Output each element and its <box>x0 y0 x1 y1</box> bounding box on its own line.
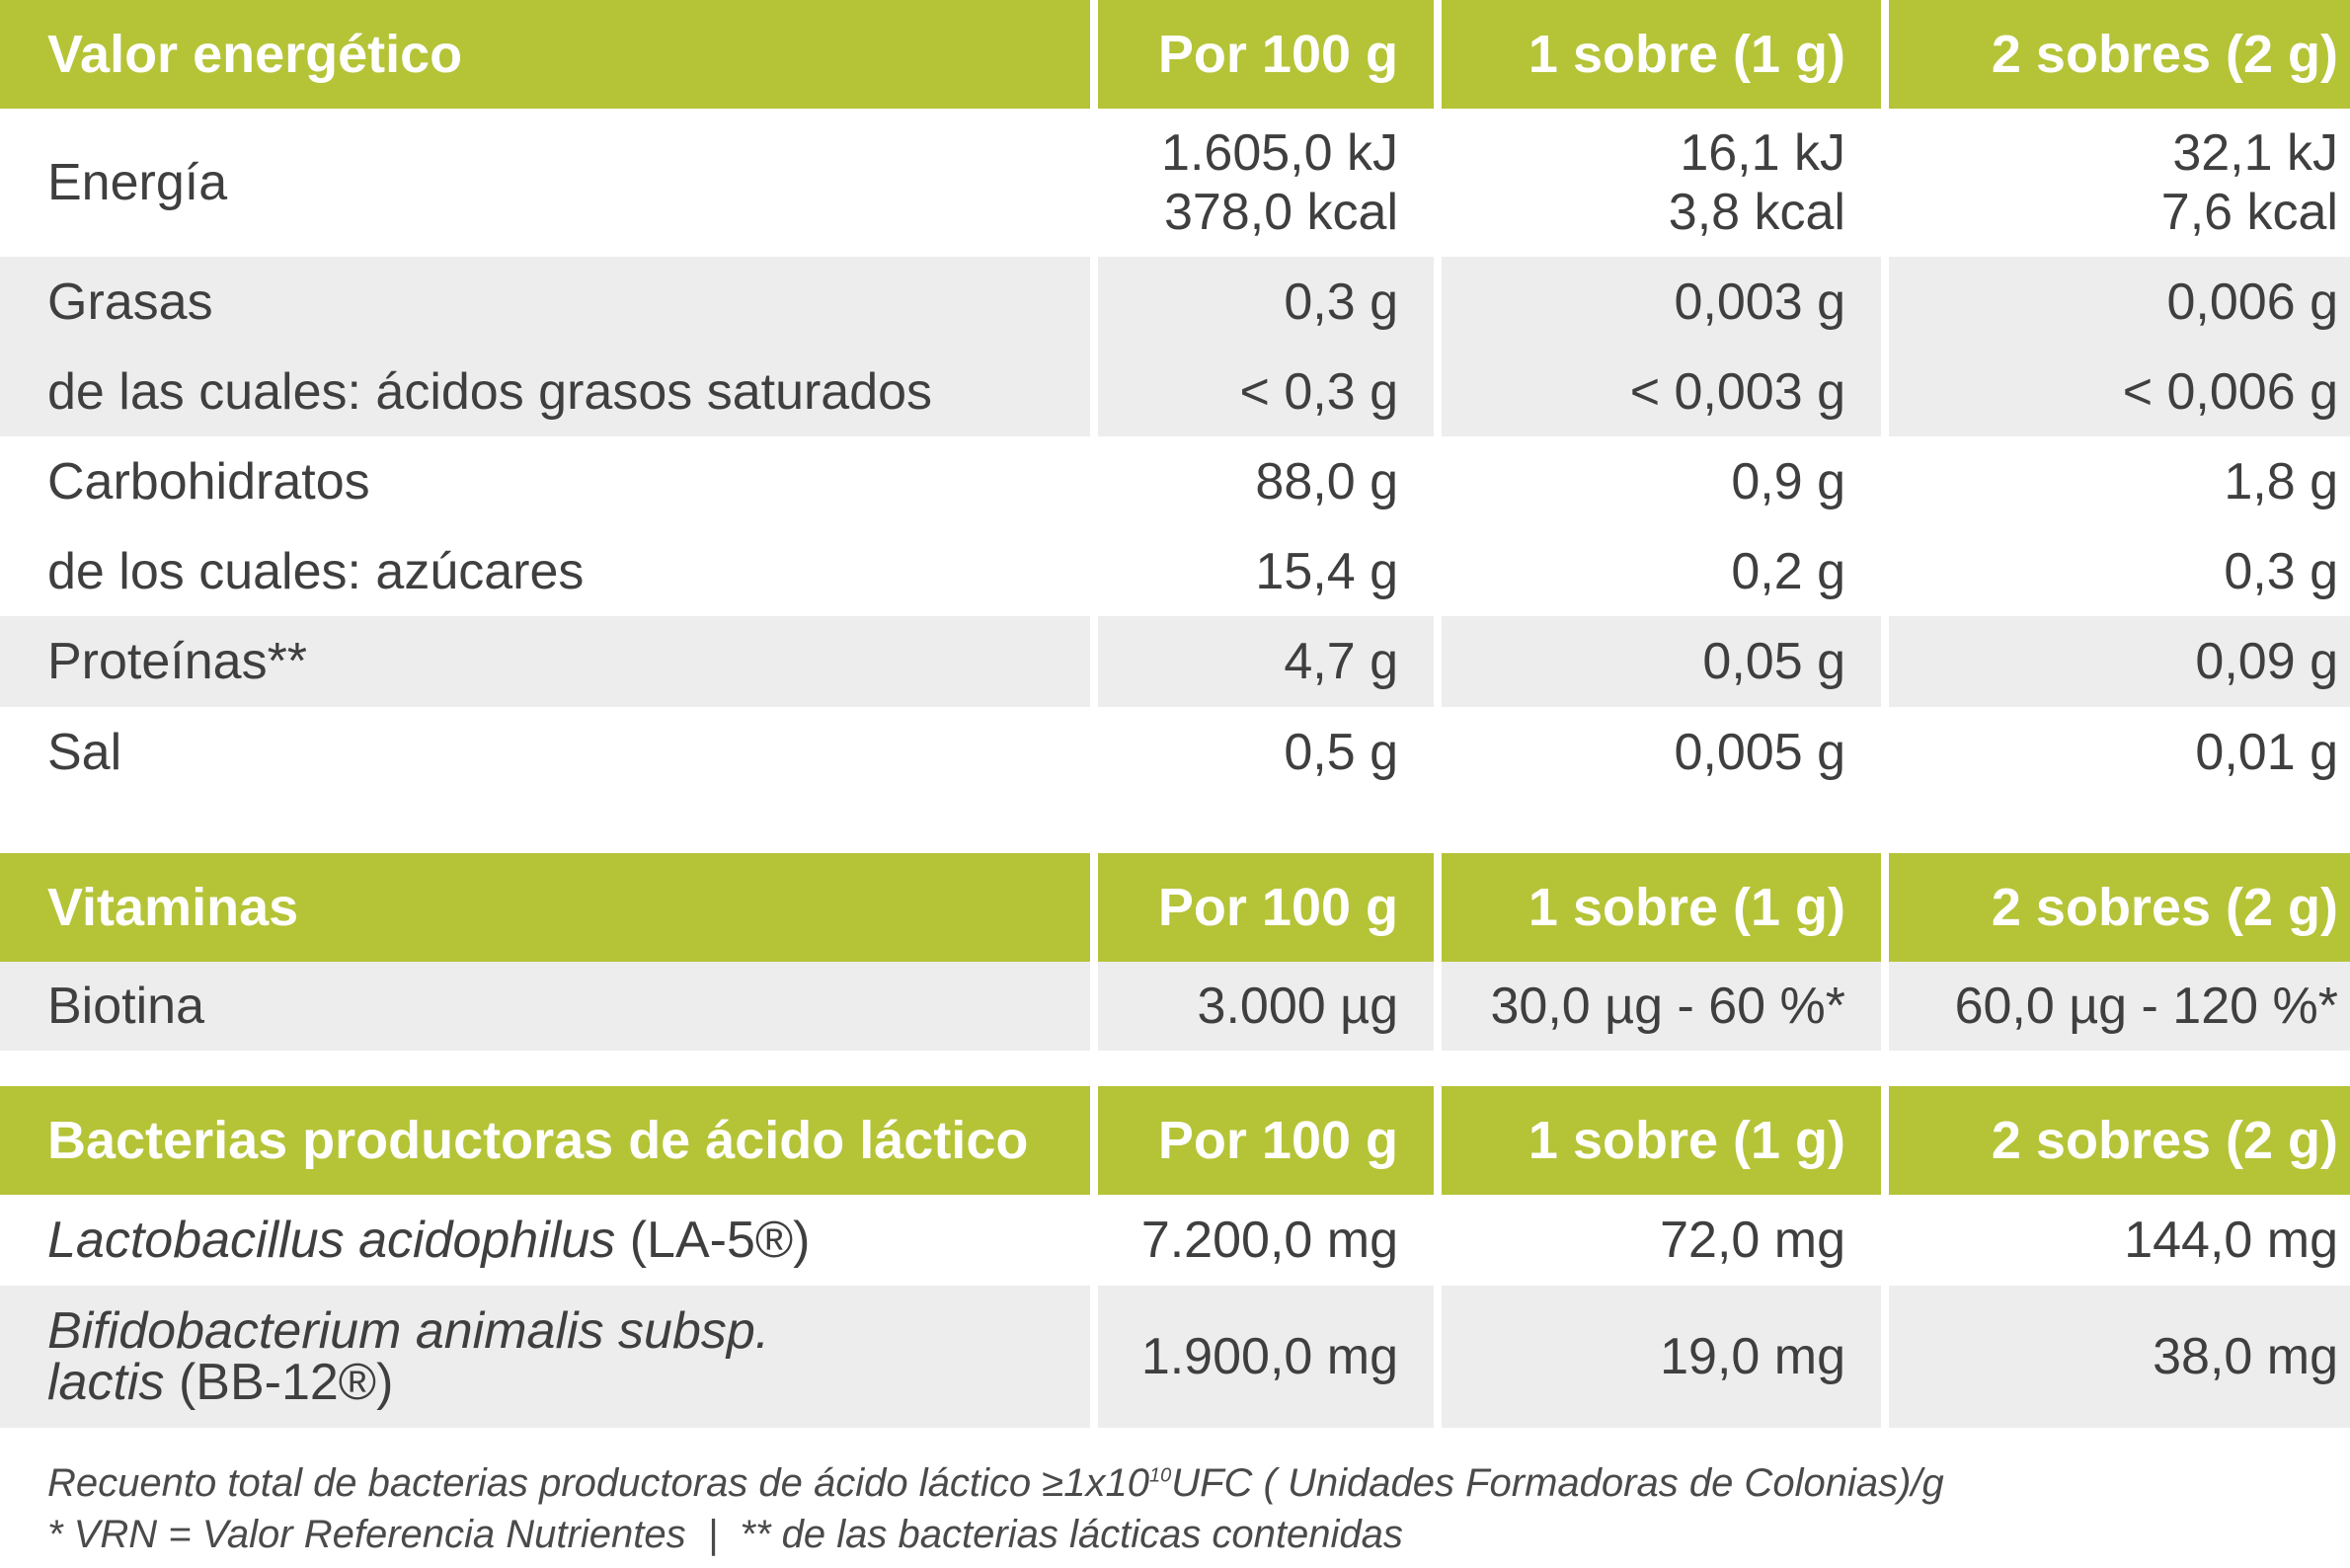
row-value: 38,0 mg <box>1889 1286 2350 1428</box>
row-value: 0,5 g <box>1098 707 1434 798</box>
row-value: 60,0 µg - 120 %* <box>1889 962 2350 1051</box>
row-value: 0,09 g <box>1889 616 2350 707</box>
energy-header-col1: Por 100 g <box>1098 0 1434 109</box>
row-value: 4,7 g <box>1098 616 1434 707</box>
vitamins-table: Vitaminas Por 100 g 1 sobre (1 g) 2 sobr… <box>0 853 2350 1051</box>
row-value: 0,003 g < 0,003 g <box>1442 257 1881 436</box>
row-value: 0,006 g < 0,006 g <box>1889 257 2350 436</box>
table-row: Sal 0,5 g 0,005 g 0,01 g <box>0 707 2350 798</box>
row-value: 1,8 g 0,3 g <box>1889 436 2350 616</box>
row-label: Carbohidratos de los cuales: azúcares <box>0 436 1090 616</box>
row-value: 1.900,0 mg <box>1098 1286 1434 1428</box>
row-value: 1.605,0 kJ 378,0 kcal <box>1098 109 1434 257</box>
energy-table: Valor energético Por 100 g 1 sobre (1 g)… <box>0 0 2350 798</box>
table-row: Lactobacillus acidophilus (LA-5®) 7.200,… <box>0 1195 2350 1286</box>
energy-header-col3: 2 sobres (2 g) <box>1889 0 2350 109</box>
table-row: Bifidobacterium animalis subsp. lactis (B… <box>0 1286 2350 1428</box>
energy-header-row: Valor energético Por 100 g 1 sobre (1 g)… <box>0 0 2350 109</box>
footnote-2: * VRN = Valor Referencia Nutrientes | **… <box>47 1513 1403 1556</box>
vitamins-header-col1: Por 100 g <box>1098 853 1434 962</box>
vitamins-header-col2: 1 sobre (1 g) <box>1442 853 1881 962</box>
vitamins-header-row: Vitaminas Por 100 g 1 sobre (1 g) 2 sobr… <box>0 853 2350 962</box>
bacteria-header-col2: 1 sobre (1 g) <box>1442 1086 1881 1195</box>
row-value: 0,05 g <box>1442 616 1881 707</box>
table-row: Carbohidratos de los cuales: azúcares 88,… <box>0 436 2350 616</box>
energy-header-label: Valor energético <box>0 0 1090 109</box>
table-row: Energía 1.605,0 kJ 378,0 kcal 16,1 kJ 3,8 … <box>0 109 2350 257</box>
row-value: 88,0 g 15,4 g <box>1098 436 1434 616</box>
row-label: Lactobacillus acidophilus (LA-5®) <box>0 1195 1090 1286</box>
row-value: 7.200,0 mg <box>1098 1195 1434 1286</box>
footnote-1: Recuento total de bacterias productoras … <box>47 1461 1944 1505</box>
row-value: 3.000 µg <box>1098 962 1434 1051</box>
bacteria-header-col1: Por 100 g <box>1098 1086 1434 1195</box>
row-label: Energía <box>0 109 1090 257</box>
row-value: 72,0 mg <box>1442 1195 1881 1286</box>
row-label: Bifidobacterium animalis subsp. lactis (B… <box>0 1286 1090 1428</box>
row-label: Sal <box>0 707 1090 798</box>
table-row: Biotina 3.000 µg 30,0 µg - 60 %* 60,0 µg… <box>0 962 2350 1051</box>
row-value: 30,0 µg - 60 %* <box>1442 962 1881 1051</box>
vitamins-header-label: Vitaminas <box>0 853 1090 962</box>
row-value: 19,0 mg <box>1442 1286 1881 1428</box>
row-label: Proteínas** <box>0 616 1090 707</box>
table-row: Proteínas** 4,7 g 0,05 g 0,09 g <box>0 616 2350 707</box>
bacteria-table: Bacterias productoras de ácido láctico P… <box>0 1086 2350 1428</box>
energy-header-col2: 1 sobre (1 g) <box>1442 0 1881 109</box>
bacteria-header-row: Bacterias productoras de ácido láctico P… <box>0 1086 2350 1195</box>
row-value: 0,9 g 0,2 g <box>1442 436 1881 616</box>
bacteria-header-label: Bacterias productoras de ácido láctico <box>0 1086 1090 1195</box>
table-row: Grasas de las cuales: ácidos grasos satur… <box>0 257 2350 436</box>
footnotes: Recuento total de bacterias productoras … <box>47 1457 1944 1560</box>
row-label: Biotina <box>0 962 1090 1051</box>
row-value: 144,0 mg <box>1889 1195 2350 1286</box>
row-value: 0,01 g <box>1889 707 2350 798</box>
row-value: 16,1 kJ 3,8 kcal <box>1442 109 1881 257</box>
row-value: 0,005 g <box>1442 707 1881 798</box>
bacteria-header-col3: 2 sobres (2 g) <box>1889 1086 2350 1195</box>
row-value: 0,3 g < 0,3 g <box>1098 257 1434 436</box>
vitamins-header-col3: 2 sobres (2 g) <box>1889 853 2350 962</box>
row-label: Grasas de las cuales: ácidos grasos satur… <box>0 257 1090 436</box>
row-value: 32,1 kJ 7,6 kcal <box>1889 109 2350 257</box>
